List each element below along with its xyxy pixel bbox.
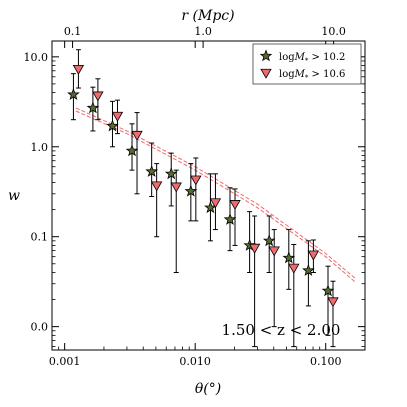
- x-tick-label: 0.100: [310, 355, 342, 368]
- star-point: [223, 212, 237, 225]
- star-point: [67, 87, 80, 101]
- star-point: [302, 263, 315, 276]
- triangle-point: [92, 91, 104, 102]
- model-line: [75, 110, 357, 283]
- triangle-point: [150, 181, 163, 192]
- y-tick-label: 0.0: [31, 321, 49, 334]
- triangle-point: [288, 263, 300, 274]
- legend-star-marker: [259, 49, 273, 62]
- y-tick-label: 10.0: [24, 51, 49, 64]
- top-axis-label: r (Mpc): [181, 8, 234, 24]
- redshift-annotation: 1.50 < z < 2.00: [222, 321, 341, 339]
- top-tick-label: 0.1: [64, 25, 82, 38]
- star-point: [262, 234, 276, 247]
- star-point: [86, 101, 100, 114]
- triangle-point: [248, 243, 261, 254]
- triangle-point: [190, 175, 202, 186]
- model-line: [75, 107, 357, 280]
- triangle-point: [170, 182, 182, 193]
- legend-label: logM* > 10.6: [279, 69, 345, 82]
- top-tick-label: 10.0: [321, 25, 346, 38]
- star-point: [145, 164, 158, 177]
- y-tick-label: 1.0: [31, 141, 49, 154]
- triangle-point: [209, 198, 222, 209]
- triangle-point: [229, 200, 241, 210]
- triangle-point: [131, 130, 143, 141]
- x-axis-label: θ(°): [195, 381, 221, 397]
- star-point: [164, 167, 178, 180]
- star-point: [282, 251, 296, 264]
- triangle-point: [327, 297, 339, 308]
- star-point: [184, 184, 198, 197]
- legend-triangle-marker: [260, 68, 272, 79]
- top-tick-label: 1.0: [194, 25, 212, 38]
- legend: logM* > 10.2 logM* > 10.6: [252, 43, 362, 85]
- star-point: [106, 119, 119, 132]
- triangle-point: [111, 111, 124, 122]
- axis-ticks: 0.001 0.010 0.100 0.0 0.1 1.0 10.0 0.1 1.0 10.0: [24, 25, 365, 368]
- x-tick-label: 0.010: [179, 355, 211, 368]
- star-point: [125, 144, 139, 157]
- triangle-point: [307, 250, 320, 261]
- data-marks: [67, 49, 339, 348]
- model-lines: [75, 107, 357, 283]
- x-tick-label: 0.001: [49, 355, 81, 368]
- triangle-point: [268, 246, 280, 257]
- plot-frame: [51, 40, 366, 351]
- star-point: [321, 284, 335, 297]
- legend-label: logM* > 10.2: [279, 52, 345, 65]
- triangle-point: [72, 64, 85, 75]
- y-tick-label: 0.1: [31, 231, 49, 244]
- y-axis-label: w: [8, 188, 20, 204]
- legend-box: [252, 43, 362, 85]
